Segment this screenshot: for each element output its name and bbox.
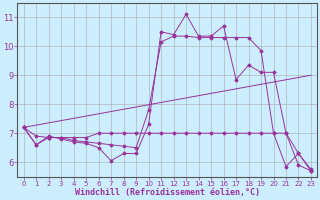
X-axis label: Windchill (Refroidissement éolien,°C): Windchill (Refroidissement éolien,°C) — [75, 188, 260, 197]
